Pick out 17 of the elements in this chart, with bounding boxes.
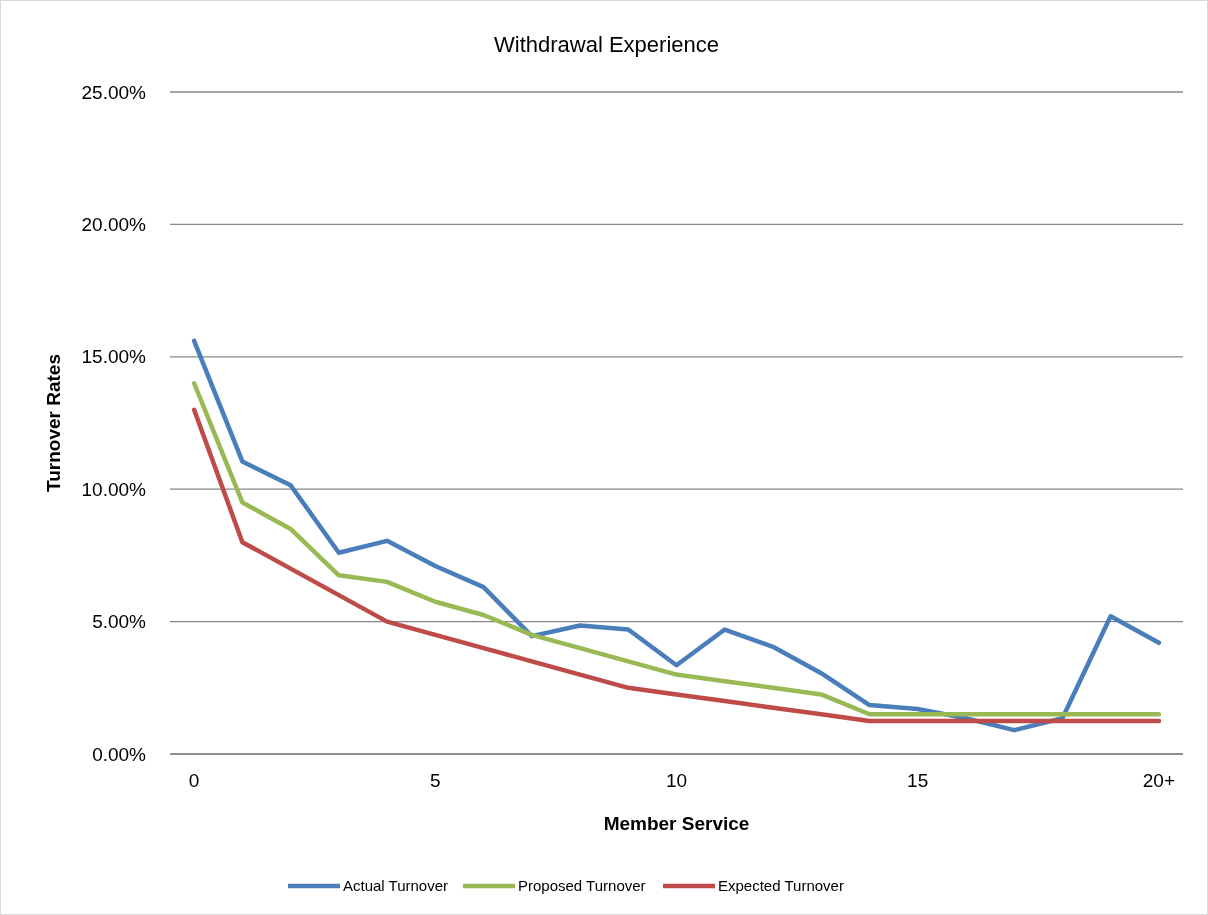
x-tick-label: 0	[188, 770, 200, 791]
x-axis-title: Member Service	[603, 813, 750, 834]
y-tick-label: 0.00%	[92, 743, 147, 765]
legend-label: Proposed Turnover	[518, 877, 646, 895]
y-tick-label: 20.00%	[81, 214, 147, 236]
y-tick-label: 25.00%	[81, 81, 147, 103]
y-tick-label: 5.00%	[92, 611, 147, 633]
x-tick-label: 15	[907, 770, 929, 791]
x-tick-label: 20+	[1142, 770, 1175, 791]
x-tick-label: 10	[665, 770, 688, 791]
y-tick-label: 15.00%	[81, 346, 147, 368]
legend-label: Expected Turnover	[718, 877, 844, 895]
y-axis-title: Turnover Rates	[43, 354, 64, 492]
chart-title: Withdrawal Experience	[494, 32, 719, 57]
legend-label: Actual Turnover	[343, 877, 449, 895]
y-tick-label: 10.00%	[81, 478, 147, 500]
x-tick-label: 5	[430, 770, 441, 791]
